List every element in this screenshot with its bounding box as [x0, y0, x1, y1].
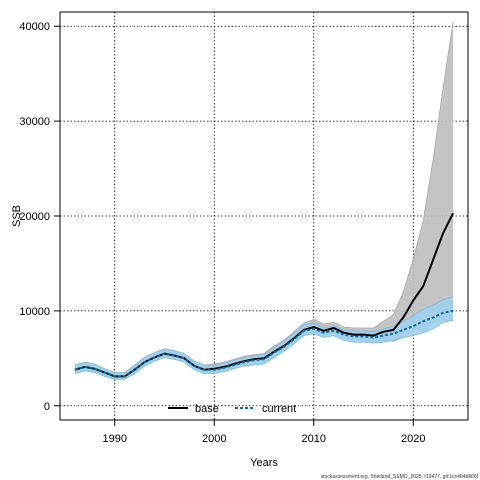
- confidence-bands: [74, 21, 454, 380]
- line-current: [74, 309, 454, 378]
- x-tick-label: 1990: [102, 433, 126, 445]
- x-tick-label: 2020: [401, 433, 425, 445]
- x-tick-label: 2000: [202, 433, 226, 445]
- grid-lines: [60, 12, 468, 420]
- y-axis-title: SSB: [11, 205, 23, 227]
- legend-label-base: base: [195, 403, 219, 415]
- series-lines: [74, 212, 454, 378]
- y-tick-label: 20000: [19, 211, 50, 223]
- legend-label-current: current: [262, 403, 296, 415]
- axes: 1990 2000 2010 2020 0 10000 20000 30000 40000: [19, 21, 425, 445]
- x-tick-label: 2010: [302, 433, 326, 445]
- band-current: [74, 296, 454, 380]
- line-base: [74, 212, 454, 378]
- y-tick-label: 0: [44, 401, 50, 413]
- footer-credit: stockassessment.org, Shetland_SSMO_2025,…: [321, 474, 479, 480]
- band-lower-current: [74, 320, 454, 380]
- y-tick-label: 40000: [19, 21, 50, 33]
- legend: base current: [168, 403, 296, 415]
- x-axis-title: Years: [250, 457, 278, 469]
- band-upper-current: [74, 296, 454, 373]
- y-tick-label: 10000: [19, 306, 50, 318]
- y-tick-label: 30000: [19, 116, 50, 128]
